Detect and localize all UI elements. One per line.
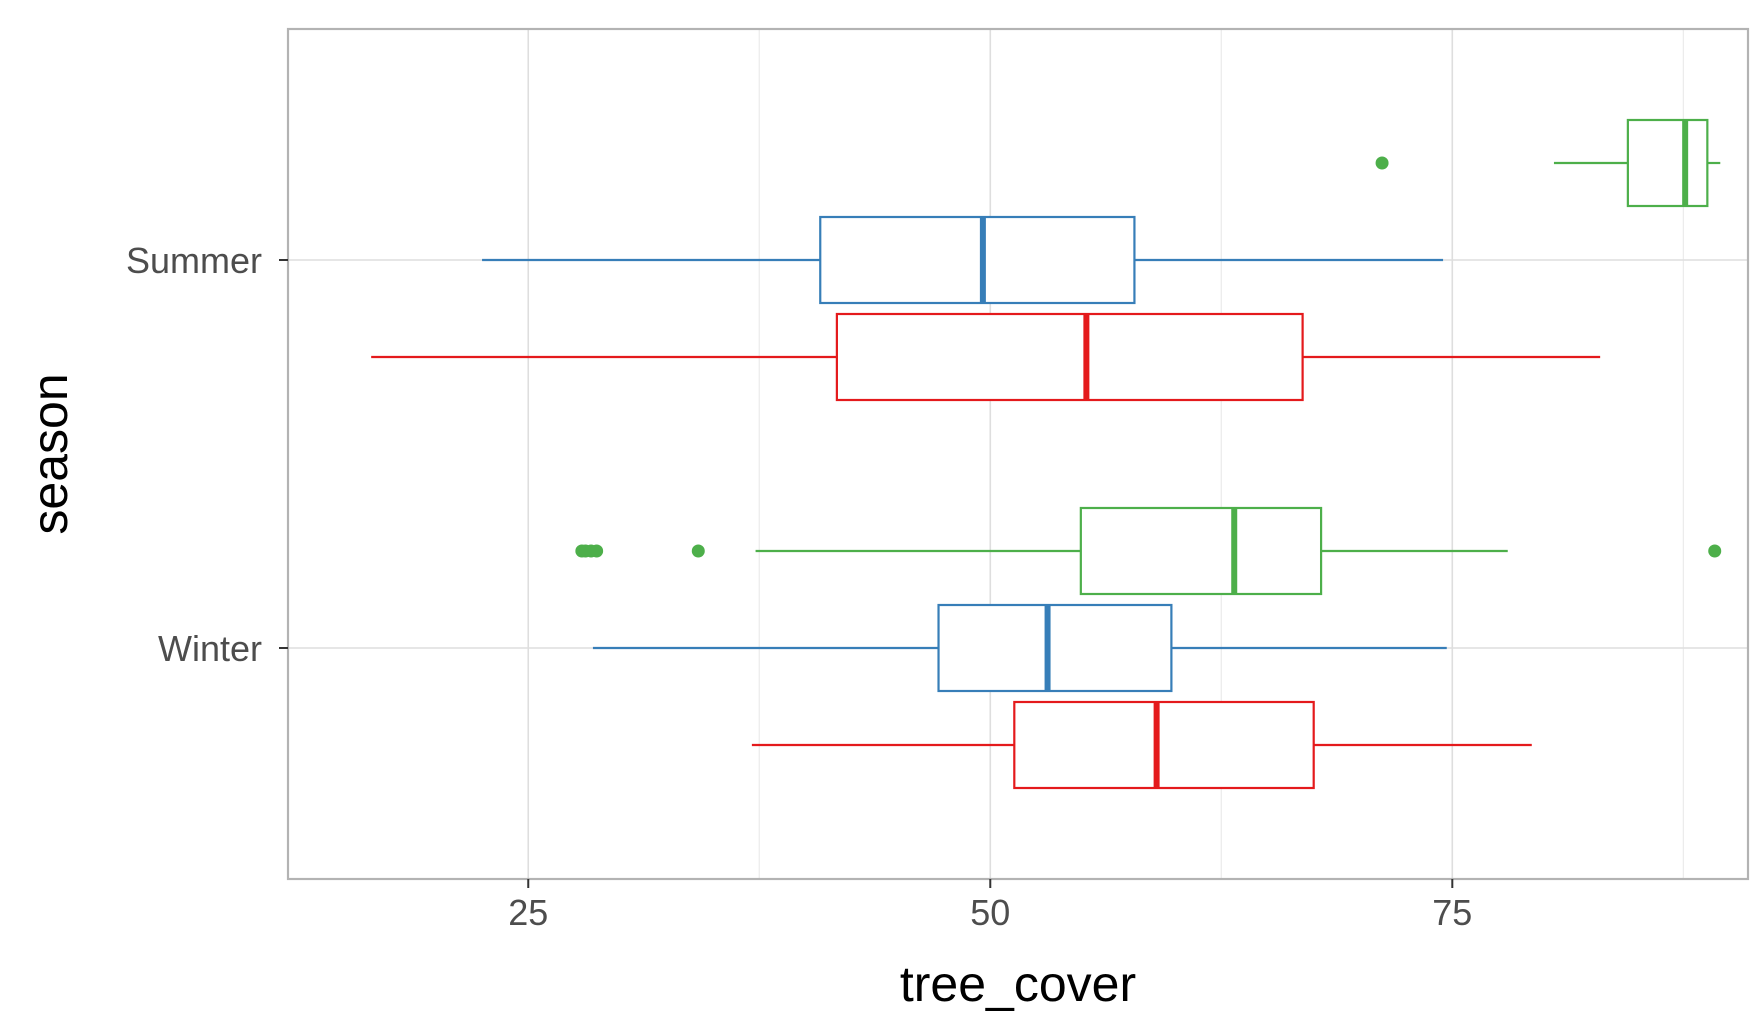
box-series <box>371 118 1722 790</box>
y-axis: Summer Winter <box>126 240 288 669</box>
box-iqr <box>937 603 1173 693</box>
outlier-point <box>1375 156 1389 170</box>
x-axis-title: tree_cover <box>900 956 1136 1012</box>
box-iqr <box>1079 506 1323 596</box>
box-iqr <box>835 312 1304 402</box>
box-iqr <box>1013 700 1315 790</box>
box <box>1375 118 1721 208</box>
box <box>575 506 1722 596</box>
box <box>371 312 1601 402</box>
box-iqr <box>819 215 1136 305</box>
y-axis-title: season <box>22 373 78 534</box>
box <box>592 603 1447 693</box>
x-tick-label: 25 <box>508 892 548 933</box>
box-iqr <box>1626 118 1709 208</box>
x-tick-label: 75 <box>1432 892 1472 933</box>
outlier-point <box>1708 544 1722 558</box>
outlier-point <box>691 544 705 558</box>
x-tick-label: 50 <box>970 892 1010 933</box>
outlier-point <box>590 544 604 558</box>
panel-border <box>286 27 1750 881</box>
y-tick-label: Summer <box>126 240 262 281</box>
box <box>482 215 1444 305</box>
y-tick-label: Winter <box>158 628 262 669</box>
x-axis: 25 50 75 <box>508 879 1472 933</box>
box <box>751 700 1532 790</box>
